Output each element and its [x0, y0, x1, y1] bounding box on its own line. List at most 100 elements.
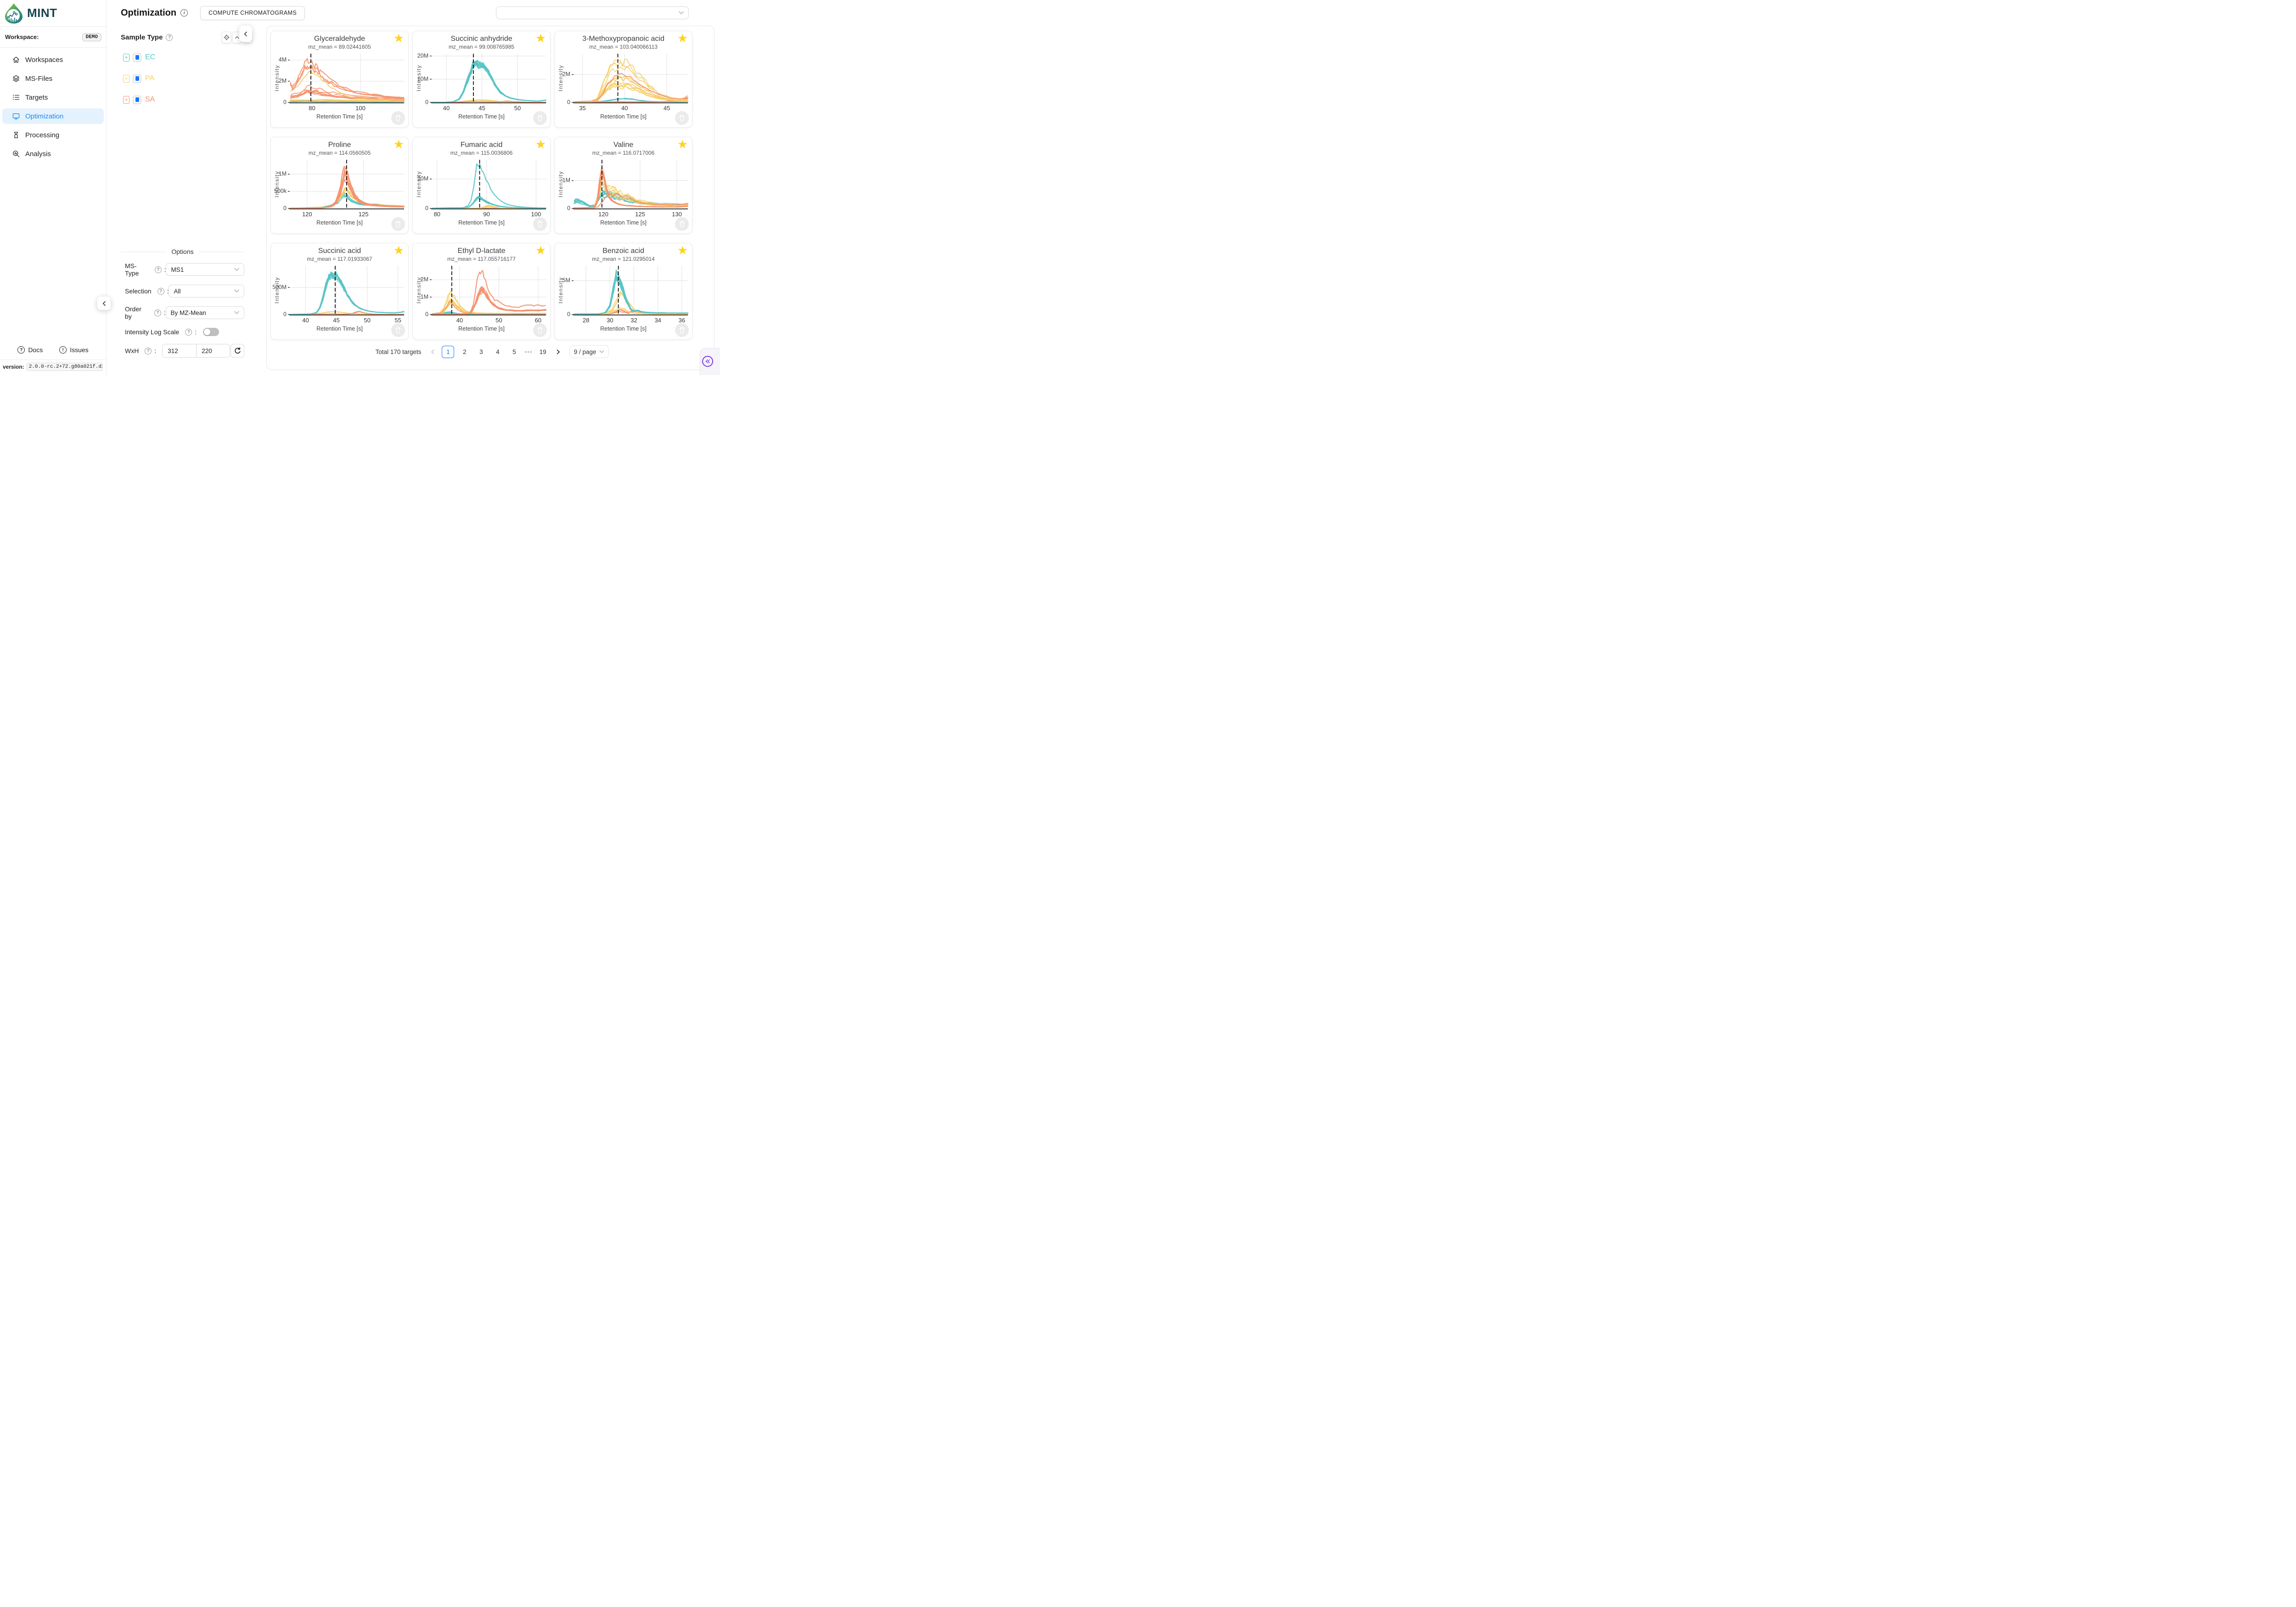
favorite-star-icon[interactable]: ★	[393, 31, 404, 45]
issues-link[interactable]: ! Issues	[59, 346, 89, 354]
height-input[interactable]: 220	[196, 344, 230, 357]
tree-item-label[interactable]: EC	[145, 53, 156, 61]
version-value: 2.0.0-rc.2+72.g80a021f.di	[26, 363, 103, 371]
page-2[interactable]: 2	[463, 348, 467, 355]
chromatogram-plot[interactable]: 0 500k 1M 120 125 Intensity	[273, 157, 407, 219]
page-ellipsis[interactable]: •••	[524, 348, 533, 355]
app-logo[interactable]: MINT	[0, 0, 106, 26]
favorite-star-icon[interactable]: ★	[677, 243, 688, 257]
trash-icon[interactable]	[391, 323, 405, 337]
chromatogram-plot[interactable]: 0 5M 28 30 32 34 36 Intensity	[557, 263, 691, 326]
svg-text:40: 40	[456, 317, 462, 324]
order-by-select[interactable]: By MZ-Mean	[165, 306, 244, 319]
page-4[interactable]: 4	[496, 348, 500, 355]
trash-icon[interactable]	[675, 111, 689, 125]
svg-text:80: 80	[309, 105, 315, 112]
wxh-row: WxH ? : 312 220	[121, 344, 244, 358]
favorite-star-icon[interactable]: ★	[393, 243, 404, 257]
chart-panel: ★ Glyceraldehyde mz_mean = 89.02441605 0 2M 4…	[266, 26, 715, 370]
chromatogram-plot[interactable]: 0 1M 2M 40 50 60 Intensity	[415, 263, 549, 326]
svg-text:45: 45	[663, 105, 670, 112]
svg-text:32: 32	[630, 317, 637, 324]
colon: :	[163, 309, 166, 316]
selection-label: Selection ? :	[125, 287, 169, 295]
svg-text:45: 45	[333, 317, 339, 324]
expand-plus-icon[interactable]: +	[123, 74, 129, 83]
page-size-select[interactable]: 9 / page	[569, 345, 609, 358]
trash-icon[interactable]	[533, 111, 547, 125]
sidebar-item-analysis[interactable]: Analysis	[2, 146, 104, 162]
sample-type-label: Sample Type	[121, 34, 163, 41]
header-select[interactable]	[496, 6, 689, 19]
selection-select[interactable]: All	[169, 285, 244, 298]
ms-type-select[interactable]: MS1	[166, 263, 244, 276]
next-page-button[interactable]	[553, 346, 563, 358]
help-icon[interactable]: ?	[145, 347, 152, 354]
target-select-button[interactable]	[222, 32, 231, 43]
favorite-star-icon[interactable]: ★	[535, 243, 546, 257]
field-label: MS-Type	[125, 262, 139, 277]
expand-plus-icon[interactable]: +	[123, 96, 129, 104]
workspace-badge[interactable]: DEMO	[82, 33, 101, 41]
chromatogram-plot[interactable]: 0 2M 4M 80 100 Intensity	[273, 51, 407, 113]
favorite-star-icon[interactable]: ★	[393, 137, 404, 151]
log-scale-label: Intensity Log Scale ? :	[125, 328, 197, 336]
favorite-star-icon[interactable]: ★	[677, 31, 688, 45]
sidebar-item-targets[interactable]: Targets	[2, 90, 104, 105]
checkbox-ec[interactable]	[133, 53, 141, 62]
favorite-star-icon[interactable]: ★	[535, 137, 546, 151]
trash-icon[interactable]	[391, 217, 405, 231]
sidebar-item-ms-files[interactable]: MS-Files	[2, 71, 104, 86]
favorite-star-icon[interactable]: ★	[535, 31, 546, 45]
chart-mz-mean: mz_mean = 89.02441605	[308, 44, 371, 50]
page-19[interactable]: 19	[539, 348, 546, 355]
checkbox-sa[interactable]	[133, 96, 141, 104]
help-icon[interactable]: ?	[157, 287, 164, 295]
info-icon[interactable]: i	[180, 9, 188, 17]
help-icon[interactable]: ?	[155, 266, 162, 273]
checkbox-pa[interactable]	[133, 74, 141, 83]
sidebar-item-optimization[interactable]: Optimization	[2, 108, 104, 124]
chart-panel-collapse-button[interactable]	[239, 26, 252, 42]
brand-name: MINT	[27, 6, 57, 20]
sidebar-item-processing[interactable]: Processing	[2, 127, 104, 143]
trash-icon[interactable]	[391, 111, 405, 125]
svg-text:80: 80	[433, 211, 440, 218]
order-by-label: Order by ? :	[125, 305, 166, 320]
tree-item-label[interactable]: SA	[145, 96, 155, 103]
expand-drawer-button[interactable]	[702, 356, 713, 367]
sidebar-collapse-button[interactable]	[97, 297, 111, 310]
expand-plus-icon[interactable]: +	[123, 53, 129, 62]
trash-icon[interactable]	[675, 217, 689, 231]
page-3[interactable]: 3	[479, 348, 483, 355]
chart-grid: ★ Glyceraldehyde mz_mean = 89.02441605 0 2M 4…	[270, 31, 714, 340]
sidebar-item-workspaces[interactable]: Workspaces	[2, 52, 104, 67]
x-axis-label: Retention Time [s]	[458, 326, 505, 332]
trash-icon[interactable]	[533, 323, 547, 337]
svg-text:500k: 500k	[274, 188, 287, 194]
page-1[interactable]: 1	[442, 345, 455, 358]
width-input[interactable]: 312	[168, 347, 178, 354]
field-label: WxH	[125, 347, 139, 354]
help-icon[interactable]: ?	[185, 328, 192, 336]
page-5[interactable]: 5	[512, 348, 516, 355]
colon: :	[195, 328, 197, 336]
trash-icon[interactable]	[533, 217, 547, 231]
docs-link[interactable]: ? Docs	[17, 346, 43, 354]
previous-page-button[interactable]	[428, 346, 438, 358]
chromatogram-plot[interactable]: 0 2M 35 40 45 Intensity	[557, 51, 691, 113]
chromatogram-plot[interactable]: 0 20M 80 90 100 Intensity	[415, 157, 549, 219]
favorite-star-icon[interactable]: ★	[677, 137, 688, 151]
refresh-button[interactable]	[231, 344, 244, 358]
chromatogram-plot[interactable]: 0 500M 40 45 50 55 Intensity	[273, 263, 407, 326]
log-scale-toggle[interactable]	[203, 328, 219, 336]
help-icon[interactable]: ?	[154, 309, 161, 316]
tree-item-label[interactable]: PA	[145, 74, 155, 82]
chromatogram-plot[interactable]: 0 10M 20M 40 45 50 Intensity	[415, 51, 549, 113]
chromatogram-plot[interactable]: 0 1M 120 125 130 Intensity	[557, 157, 691, 219]
compute-chromatograms-button[interactable]: COMPUTE CHROMATOGRAMS	[200, 6, 305, 20]
help-icon[interactable]: ?	[166, 34, 173, 41]
svg-text:4M: 4M	[278, 56, 286, 63]
trash-icon[interactable]	[675, 323, 689, 337]
svg-text:5M: 5M	[562, 277, 570, 284]
